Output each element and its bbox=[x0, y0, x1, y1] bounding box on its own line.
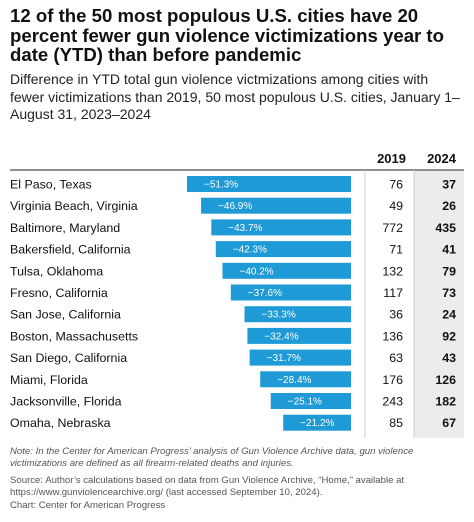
value-2024: 37 bbox=[442, 178, 456, 192]
change-bar bbox=[230, 284, 351, 301]
table-row: Virginia Beach, Virginia −46.9% 49 26 bbox=[10, 197, 456, 214]
value-2019: 176 bbox=[382, 373, 403, 387]
value-2024: 26 bbox=[442, 199, 456, 213]
data-rows: El Paso, Texas −51.3% 76 37 Virginia Beach, … bbox=[10, 176, 456, 431]
chart-note: Note: In the Center for American Progres… bbox=[10, 446, 414, 469]
value-2019: 132 bbox=[382, 264, 403, 278]
change-bar bbox=[211, 219, 351, 236]
city-label: San Jose, California bbox=[10, 308, 121, 322]
table-row: San Diego, California −31.7% 63 43 bbox=[10, 349, 456, 366]
table-row: Bakersfield, California −42.3% 71 41 bbox=[10, 241, 456, 258]
city-label: San Diego, California bbox=[10, 351, 127, 365]
value-2019: 117 bbox=[383, 286, 403, 300]
change-label: −43.7% bbox=[228, 223, 262, 234]
change-bar bbox=[283, 414, 351, 431]
value-2024: 92 bbox=[442, 329, 456, 343]
change-label: −42.3% bbox=[233, 245, 267, 256]
table-row: Omaha, Nebraska −21.2% 85 67 bbox=[10, 414, 456, 431]
column-header-2024: 2024 bbox=[427, 151, 457, 166]
value-2019: 243 bbox=[382, 395, 403, 409]
table-row: Tulsa, Oklahoma −40.2% 132 79 bbox=[10, 262, 456, 279]
city-label: Jacksonville, Florida bbox=[10, 395, 122, 409]
change-label: −32.4% bbox=[264, 331, 298, 342]
change-bar bbox=[215, 241, 351, 258]
city-label: Baltimore, Maryland bbox=[10, 221, 120, 235]
table-row: Miami, Florida −28.4% 176 126 bbox=[10, 371, 456, 388]
chart-source: Source: Author’s calculations based on d… bbox=[10, 475, 405, 498]
value-2024: 182 bbox=[435, 395, 456, 409]
change-bar bbox=[249, 349, 351, 366]
city-label: Virginia Beach, Virginia bbox=[10, 199, 138, 213]
value-2024: 24 bbox=[442, 308, 456, 322]
change-label: −25.1% bbox=[288, 397, 322, 408]
value-2024: 126 bbox=[435, 373, 456, 387]
col-2024-background bbox=[414, 170, 464, 438]
value-2019: 136 bbox=[382, 329, 403, 343]
table-row: El Paso, Texas −51.3% 76 37 bbox=[10, 176, 456, 192]
chart-subtitle: Difference in YTD total gun violence vic… bbox=[10, 71, 460, 122]
chart-title: 12 of the 50 most populous U.S. cities h… bbox=[10, 5, 444, 65]
city-label: Boston, Massachusetts bbox=[10, 329, 138, 343]
change-label: −46.9% bbox=[218, 201, 252, 212]
table-row: San Jose, California −33.3% 36 24 bbox=[10, 306, 456, 323]
city-label: Miami, Florida bbox=[10, 373, 88, 387]
value-2024: 67 bbox=[442, 416, 456, 430]
table-row: Fresno, California −37.6% 117 73 bbox=[10, 284, 456, 301]
value-2024: 43 bbox=[442, 351, 456, 365]
value-2024: 41 bbox=[442, 243, 456, 257]
value-2019: 71 bbox=[389, 243, 403, 257]
value-2019: 772 bbox=[382, 221, 403, 235]
grid-layer bbox=[10, 169, 464, 438]
change-label: −21.2% bbox=[300, 418, 334, 429]
change-bar bbox=[222, 262, 351, 279]
change-label: −33.3% bbox=[262, 310, 296, 321]
change-bar bbox=[244, 306, 351, 323]
table-row: Baltimore, Maryland −43.7% 772 435 bbox=[10, 219, 456, 236]
table-row: Boston, Massachusetts −32.4% 136 92 bbox=[10, 327, 456, 344]
change-bar bbox=[201, 197, 351, 214]
value-2019: 76 bbox=[389, 178, 403, 192]
city-label: Tulsa, Oklahoma bbox=[10, 264, 103, 278]
column-header-2019: 2019 bbox=[377, 151, 406, 166]
change-label: −31.7% bbox=[267, 353, 301, 364]
change-label: −28.4% bbox=[277, 375, 311, 386]
value-2019: 49 bbox=[389, 199, 403, 213]
city-label: El Paso, Texas bbox=[10, 178, 92, 192]
change-bar bbox=[187, 176, 351, 192]
change-label: −40.2% bbox=[239, 266, 273, 277]
table-row: Jacksonville, Florida −25.1% 243 182 bbox=[10, 393, 456, 409]
change-label: −37.6% bbox=[248, 288, 282, 299]
value-2024: 79 bbox=[442, 264, 456, 278]
chart-credit: Chart: Center for American Progress bbox=[10, 500, 166, 511]
change-bar bbox=[260, 371, 351, 388]
change-bar bbox=[270, 393, 351, 409]
bar-table-chart: 2019 2024 El Paso, Texas −51.3% 76 37 Virgin… bbox=[10, 151, 464, 438]
change-label: −51.3% bbox=[204, 180, 238, 191]
city-label: Omaha, Nebraska bbox=[10, 416, 111, 430]
city-label: Fresno, California bbox=[10, 286, 108, 300]
value-2024: 435 bbox=[435, 221, 456, 235]
value-2024: 73 bbox=[442, 286, 456, 300]
value-2019: 36 bbox=[389, 308, 403, 322]
change-bar bbox=[247, 327, 351, 344]
value-2019: 85 bbox=[389, 416, 403, 430]
city-label: Bakersfield, California bbox=[10, 243, 131, 257]
value-2019: 63 bbox=[389, 351, 403, 365]
